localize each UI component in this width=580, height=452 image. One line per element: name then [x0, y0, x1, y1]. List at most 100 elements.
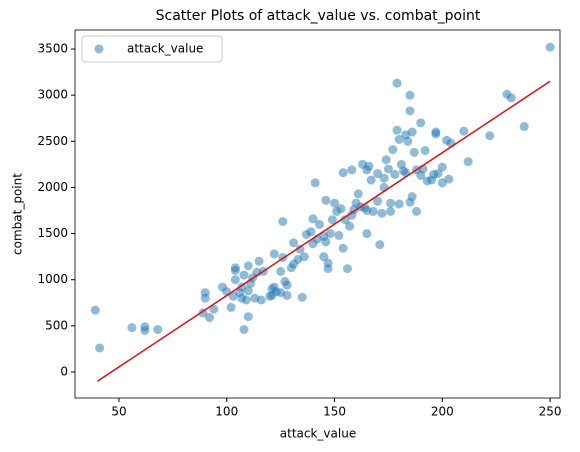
scatter-point [321, 237, 331, 247]
scatter-point [506, 93, 516, 103]
scatter-point [254, 256, 264, 266]
scatter-point [375, 240, 385, 250]
scatter-point [405, 106, 415, 116]
scatter-point [230, 263, 240, 273]
scatter-point [243, 261, 253, 271]
scatter-point [314, 219, 324, 229]
scatter-point [390, 170, 400, 180]
x-tick-label: 150 [323, 405, 346, 419]
scatter-point [338, 243, 348, 253]
axes-frame [74, 29, 561, 399]
scatter-point [353, 189, 363, 199]
scatter-point [297, 292, 307, 302]
x-axis-label: attack_value [280, 427, 356, 441]
scatter-point [377, 208, 387, 218]
scatter-point [243, 286, 253, 296]
scatter-point [388, 145, 398, 155]
scatter-point [386, 198, 396, 208]
scatter-point [205, 313, 215, 323]
scatter-point [407, 192, 417, 202]
scatter-point [416, 118, 426, 128]
scatter-point [336, 204, 346, 214]
chart-title: Scatter Plots of attack_value vs. combat… [156, 8, 481, 24]
scatter-point [545, 42, 555, 52]
scatter-point [198, 308, 208, 318]
scatter-point [340, 215, 350, 225]
scatter-point [256, 295, 266, 305]
y-tick-label: 3500 [37, 42, 68, 56]
scatter-point [386, 206, 396, 216]
scatter-point [459, 126, 469, 136]
legend-box [81, 35, 223, 63]
scatter-point [241, 295, 251, 305]
scatter-point [306, 227, 316, 237]
scatter-point [373, 169, 383, 179]
scatter-point [401, 168, 411, 178]
scatter-point [345, 221, 355, 231]
scatter-point [239, 325, 249, 335]
scatter-point [330, 198, 340, 208]
scatter-point [127, 323, 137, 333]
x-tick-label: 250 [539, 405, 562, 419]
scatter-point [276, 266, 286, 276]
scatter-point [325, 229, 335, 239]
scatter-point [373, 196, 383, 206]
scatter-point [368, 206, 378, 216]
scatter-point [200, 288, 210, 298]
scatter-point [310, 178, 320, 188]
y-tick-label: 0 [60, 364, 68, 378]
scatter-point [289, 238, 299, 248]
scatter-point [383, 164, 393, 174]
scatter-point [153, 325, 163, 335]
scatter-point [379, 173, 389, 183]
scatter-point [282, 290, 292, 300]
scatter-point [519, 122, 529, 132]
scatter-point [366, 175, 376, 185]
scatter-point [334, 230, 344, 240]
scatter-point [409, 147, 419, 157]
scatter-point [403, 136, 413, 146]
scatter-point [239, 270, 249, 280]
scatter-point [282, 280, 292, 290]
scatter-point [444, 174, 454, 184]
legend-marker [94, 44, 104, 54]
scatter-point [381, 155, 391, 165]
scatter-point [437, 162, 447, 172]
scatter-point [90, 305, 100, 315]
legend-label: attack_value [127, 42, 203, 56]
scatter-point [327, 215, 337, 225]
scatter-point [485, 131, 495, 141]
scatter-point [140, 325, 150, 335]
scatter-point [299, 252, 309, 262]
scatter-point [347, 165, 357, 175]
x-tick-label: 50 [111, 405, 126, 419]
scatter-point [278, 217, 288, 227]
x-tick-label: 200 [431, 405, 454, 419]
scatter-point [433, 169, 443, 179]
y-tick-label: 1500 [37, 226, 68, 240]
scatter-point [338, 168, 348, 178]
y-tick-label: 1000 [37, 272, 68, 286]
scatter-point [463, 157, 473, 167]
scatter-point [420, 146, 430, 156]
scatter-point [431, 129, 441, 139]
scatter-point [392, 78, 402, 88]
scatter-point [364, 161, 374, 171]
scatter-point [405, 90, 415, 100]
y-tick-label: 2500 [37, 134, 68, 148]
y-tick-label: 500 [45, 318, 68, 332]
scatter-point [308, 214, 318, 224]
y-tick-label: 3000 [37, 88, 68, 102]
scatter-point [362, 229, 372, 239]
scatter-point [411, 206, 421, 216]
scatter-point [394, 199, 404, 209]
scatter-point [269, 249, 279, 259]
scatter-point [407, 127, 417, 137]
scatter-point [243, 312, 253, 322]
y-axis-label: combat_point [11, 173, 25, 255]
scatter-point [226, 302, 236, 312]
scatter-point [230, 275, 240, 285]
scatter-point [392, 125, 402, 135]
scatter-point [394, 134, 404, 144]
scatter-point [95, 343, 105, 353]
